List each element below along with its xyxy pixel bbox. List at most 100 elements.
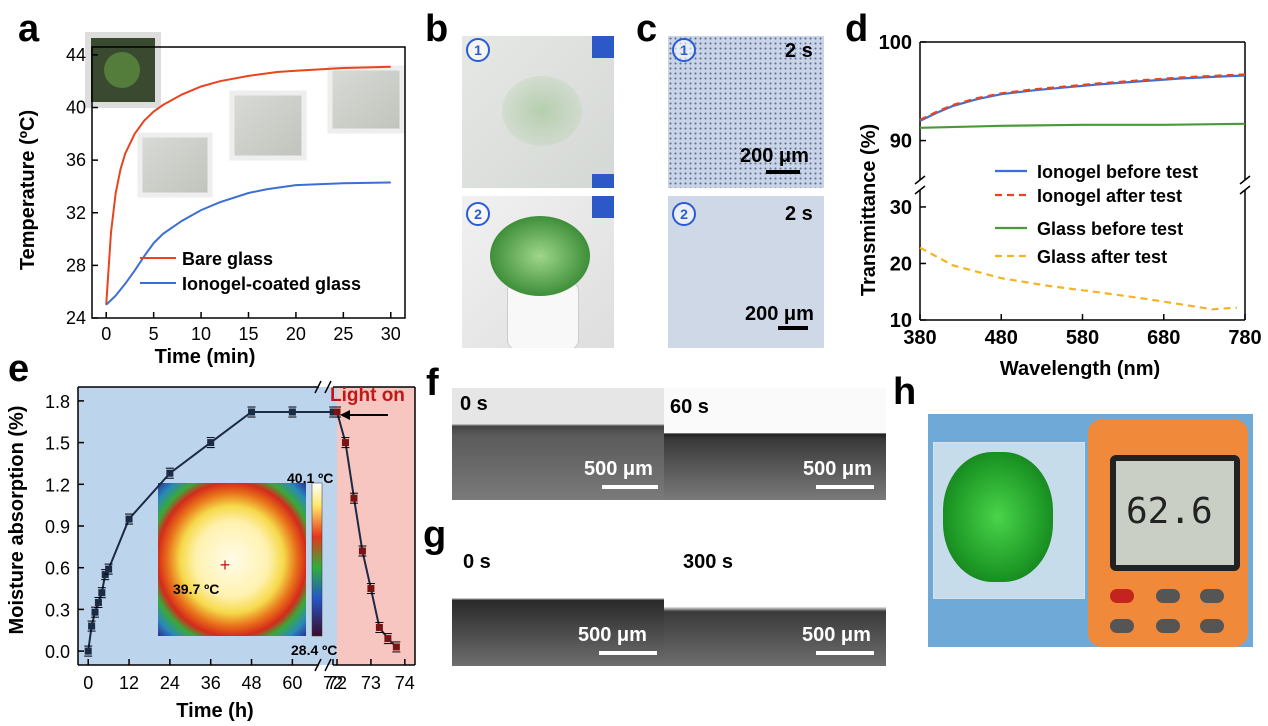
e-axis-break-mark (314, 658, 322, 672)
chart-a: 0 5 10 15 20 25 30 24 28 32 36 40 44 Bare glass Iono… (17, 32, 406, 368)
panel-letter-h: h (893, 371, 917, 413)
a-xtick-label: 20 (286, 324, 306, 344)
glove-corner (592, 174, 614, 188)
e-data-point (98, 589, 106, 597)
e-data-point (94, 598, 102, 606)
fahrenheit-button (1200, 619, 1224, 633)
crosshair-icon: + (220, 555, 231, 575)
succulent (490, 216, 590, 296)
e-ytick-label: 0.6 (45, 559, 70, 579)
photo-g-300s (664, 542, 886, 666)
panel-letter-g: g (423, 514, 447, 556)
e-data-point (375, 623, 383, 631)
e-data-point (329, 408, 337, 416)
resolution-button (1110, 619, 1134, 633)
panel-letter-e: e (8, 348, 30, 390)
light-on-label: Light on (330, 385, 405, 406)
f-time-0: 0 s (460, 393, 488, 415)
thermometer-body: 62.6 (1088, 419, 1248, 647)
f-scale-right: 500 μm (803, 458, 872, 480)
a-xtick-label: 30 (381, 324, 401, 344)
g-scale-bar-right (816, 651, 874, 655)
c2-time: 2 s (785, 203, 813, 225)
celsius-button (1200, 589, 1224, 603)
a-ytick-label: 44 (66, 45, 86, 65)
panel-letter-c: c (636, 8, 658, 50)
panel-letter-f: f (426, 362, 439, 404)
e-data-point (166, 469, 174, 477)
f-time-60: 60 s (670, 396, 709, 418)
e-data-point (248, 408, 256, 416)
d-legend-label-0: Ionogel before test (1037, 162, 1198, 182)
legend-bare-glass: Bare glass (182, 249, 273, 269)
e-axis-break-mark (324, 380, 332, 394)
f-scale-bar-left (602, 485, 658, 489)
e-xtick-label: 48 (242, 673, 262, 693)
lcd-screen: 62.6 (1110, 455, 1240, 571)
panel-letter-d: d (845, 8, 869, 50)
thermal-colorbar (311, 482, 323, 637)
e-ytick-label: 1.2 (45, 475, 70, 495)
a-ytick-label: 40 (66, 98, 86, 118)
photo-g-0s (452, 542, 664, 666)
e-xtick-label: 60 (282, 673, 302, 693)
panel-letter-a: a (18, 8, 40, 50)
e-data-point (207, 439, 215, 447)
power-button (1110, 589, 1134, 603)
e-data-point (105, 565, 113, 573)
e-xtick-label: 73 (361, 673, 381, 693)
photo-c1-droplets (668, 36, 824, 188)
photo-b1-fogged-glass (462, 36, 614, 188)
photo-f-60s (664, 388, 886, 500)
d-ytick-label: 20 (890, 253, 912, 275)
d-legend-label-3: Glass after test (1037, 247, 1167, 267)
e-ytick-label: 1.5 (45, 434, 70, 454)
g-scale-left: 500 μm (578, 624, 647, 646)
e-data-point (91, 608, 99, 616)
e-xtick-label: 24 (160, 673, 180, 693)
photo-c2-clear (668, 196, 824, 348)
e-data-point (358, 547, 366, 555)
inset-photo-coated-1 (137, 132, 213, 198)
e-data-point (384, 635, 392, 643)
d-xtick-label: 380 (903, 327, 936, 349)
f-scale-bar-right (816, 485, 874, 489)
lcd-display: 62.6 (1126, 491, 1213, 532)
succulent-green (943, 452, 1053, 582)
e-ytick-label: 0.0 (45, 642, 70, 662)
d-series-line-1 (919, 73, 1246, 121)
d-xtick-label: 780 (1228, 327, 1261, 349)
d-ytick-label: 100 (879, 32, 912, 54)
d-series-line-0 (919, 74, 1246, 122)
c1-scale-bar (766, 170, 800, 174)
e-axis-break-mark (314, 380, 322, 394)
e-data-point (88, 622, 96, 630)
a-xtick-label: 10 (191, 324, 211, 344)
g-time-300: 300 s (683, 551, 734, 573)
thermal-image (158, 483, 306, 636)
e-ytick-label: 1.8 (45, 392, 70, 412)
e-xtick-label: 72 (323, 673, 343, 693)
panel-letter-b: b (425, 8, 449, 50)
d-legend-label-1: Ionogel after test (1037, 186, 1182, 206)
circle-label-c1: 1 (672, 38, 696, 62)
d-ytick-label: 10 (890, 310, 912, 332)
c2-scale-bar (778, 326, 808, 330)
c2-scale-text: 200 μm (745, 303, 814, 325)
e-ylabel: Moisture absorption (%) (6, 406, 28, 635)
hold-button (1156, 589, 1180, 603)
a-ytick-label: 32 (66, 203, 86, 223)
inset-photo-coated-2 (229, 90, 307, 161)
glove-corner (592, 36, 614, 58)
e-xtick-label: 12 (119, 673, 139, 693)
e-xlabel: Time (h) (176, 700, 253, 722)
circle-label-c2: 2 (672, 202, 696, 226)
c1-time: 2 s (785, 40, 813, 62)
g-scale-bar-left (599, 651, 657, 655)
d-xlabel: Wavelength (nm) (1000, 358, 1160, 380)
a-series-line-0 (105, 65, 391, 305)
f-scale-left: 500 μm (584, 458, 653, 480)
a-ytick-label: 28 (66, 255, 86, 275)
c1-scale-text: 200 μm (740, 145, 809, 167)
